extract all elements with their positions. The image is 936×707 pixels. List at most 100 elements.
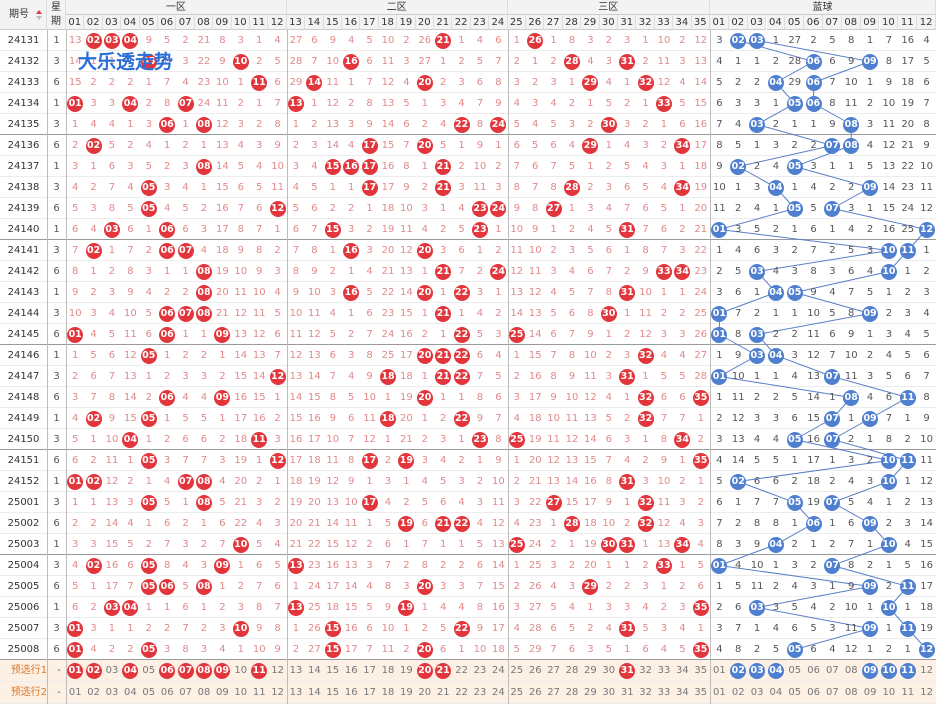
pick-cell[interactable]: 02 xyxy=(87,687,100,698)
pick-cell[interactable]: 05 xyxy=(142,665,156,676)
pick-cell[interactable]: 06 xyxy=(807,687,820,698)
pick-cell[interactable]: 27 xyxy=(547,687,560,698)
pick-cell[interactable]: 11 xyxy=(901,687,915,698)
pick-cell[interactable]: 28 xyxy=(565,665,579,676)
pick-cell[interactable]: 17 xyxy=(363,687,376,698)
pick-cell[interactable]: 26 xyxy=(528,665,542,676)
pick-cell[interactable]: 33 xyxy=(657,665,671,676)
pick-cell[interactable]: 06 xyxy=(160,687,174,698)
pick-cell[interactable]: 01 xyxy=(713,665,726,676)
pick-cell[interactable]: 16 xyxy=(344,687,358,698)
pick-cell[interactable]: 35 xyxy=(694,687,708,698)
pick-cell[interactable]: 17 xyxy=(363,665,376,676)
pick-cell[interactable]: 25 xyxy=(510,687,524,698)
pick-cell[interactable]: 32 xyxy=(639,687,652,698)
pick-cell[interactable]: 03 xyxy=(105,665,119,676)
pick-cell[interactable]: 09 xyxy=(213,660,231,682)
pick-cell[interactable]: 11 xyxy=(898,660,917,682)
pick-cell[interactable]: 26 xyxy=(528,687,542,698)
pick-cell[interactable]: 12 xyxy=(271,665,284,676)
pick-cell[interactable]: 04 xyxy=(767,660,786,682)
pick-cell[interactable]: 12 xyxy=(920,687,933,698)
pick-cell[interactable]: 27 xyxy=(547,665,560,676)
pick-cell[interactable]: 15 xyxy=(326,665,340,676)
pick-cell[interactable]: 01 xyxy=(713,687,726,698)
pick-cell[interactable]: 08 xyxy=(844,665,858,676)
pick-cell[interactable]: 20 xyxy=(416,660,434,682)
pick-cell[interactable]: 11 xyxy=(252,687,266,698)
pick-cell[interactable]: 29 xyxy=(584,687,597,698)
pick-cell[interactable]: 06 xyxy=(158,660,176,682)
pick-cell[interactable]: 21 xyxy=(436,687,450,698)
pick-cell[interactable]: 24 xyxy=(492,687,505,698)
pick-cell[interactable]: 09 xyxy=(861,660,880,682)
pick-cell[interactable]: 04 xyxy=(124,687,137,698)
pick-cell[interactable]: 04 xyxy=(121,660,139,682)
miss-count: 12 xyxy=(105,476,119,487)
pick-cell[interactable]: 03 xyxy=(750,687,764,698)
cell: 32 xyxy=(636,408,654,429)
pick-cell[interactable]: 23 xyxy=(473,687,487,698)
pick-cell[interactable]: 08 xyxy=(844,687,858,698)
pick-cell[interactable]: 08 xyxy=(197,687,211,698)
pick-cell[interactable]: 28 xyxy=(565,687,579,698)
pick-cell[interactable]: 14 xyxy=(308,687,321,698)
pick-cell[interactable]: 31 xyxy=(620,687,634,698)
pick-cell[interactable]: 04 xyxy=(769,687,783,698)
pick-cell[interactable]: 14 xyxy=(308,665,321,676)
pick-cell[interactable]: 30 xyxy=(602,665,616,676)
sort-icon[interactable] xyxy=(36,10,42,20)
red-ball: 23 xyxy=(471,432,488,448)
pick-cell[interactable]: 07 xyxy=(176,660,194,682)
pick-cell[interactable]: 19 xyxy=(400,665,413,676)
pick-cell[interactable]: 07 xyxy=(826,665,839,676)
pick-cell[interactable]: 13 xyxy=(289,687,303,698)
pick-cell[interactable]: 12 xyxy=(271,687,284,698)
pick-cell[interactable]: 10 xyxy=(234,665,248,676)
pick-cell[interactable]: 34 xyxy=(676,687,689,698)
pick-cell[interactable]: 10 xyxy=(234,687,248,698)
pick-cell[interactable]: 02 xyxy=(731,687,745,698)
pick-cell[interactable]: 20 xyxy=(418,687,432,698)
pick-cell[interactable]: 31 xyxy=(618,660,636,682)
pick-cell[interactable]: 01 xyxy=(66,660,84,682)
pick-cell[interactable]: 24 xyxy=(492,665,505,676)
pick-cell[interactable]: 35 xyxy=(694,665,708,676)
pick-cell[interactable]: 34 xyxy=(676,665,689,676)
pick-cell[interactable]: 05 xyxy=(788,687,802,698)
cell: 01 xyxy=(710,303,729,324)
pick-cell[interactable]: 16 xyxy=(344,665,358,676)
pick-cell[interactable]: 10 xyxy=(882,687,896,698)
pick-cell[interactable]: 29 xyxy=(584,665,597,676)
pick-cell[interactable]: 09 xyxy=(216,687,229,698)
pick-cell[interactable]: 05 xyxy=(788,665,802,676)
pick-cell[interactable]: 03 xyxy=(105,687,119,698)
pick-cell[interactable]: 06 xyxy=(807,665,820,676)
pick-cell[interactable]: 09 xyxy=(863,687,877,698)
pick-cell[interactable]: 08 xyxy=(195,660,213,682)
pick-cell[interactable]: 13 xyxy=(289,665,303,676)
pick-cell[interactable]: 07 xyxy=(826,687,839,698)
pick-cell[interactable]: 05 xyxy=(142,687,156,698)
pick-cell[interactable]: 25 xyxy=(510,665,524,676)
pick-cell[interactable]: 32 xyxy=(639,665,652,676)
pick-cell[interactable]: 22 xyxy=(455,665,468,676)
pick-cell[interactable]: 11 xyxy=(250,660,268,682)
pick-cell[interactable]: 18 xyxy=(381,665,395,676)
pick-cell[interactable]: 23 xyxy=(473,665,487,676)
pick-cell[interactable]: 21 xyxy=(434,660,452,682)
pick-cell[interactable]: 10 xyxy=(880,660,899,682)
pick-cell[interactable]: 03 xyxy=(748,660,767,682)
pick-cell[interactable]: 30 xyxy=(602,687,616,698)
pick-cell[interactable]: 15 xyxy=(326,687,340,698)
pick-cell[interactable]: 07 xyxy=(179,687,192,698)
pick-cell[interactable]: 01 xyxy=(68,687,82,698)
pick-cell[interactable]: 02 xyxy=(729,660,748,682)
pick-cell[interactable]: 19 xyxy=(400,687,413,698)
pick-cell[interactable]: 12 xyxy=(920,665,933,676)
pick-cell[interactable]: 18 xyxy=(381,687,395,698)
pick-cell[interactable]: 33 xyxy=(657,687,671,698)
issue-header[interactable]: 期号 xyxy=(0,0,47,30)
pick-cell[interactable]: 02 xyxy=(84,660,102,682)
pick-cell[interactable]: 22 xyxy=(455,687,468,698)
